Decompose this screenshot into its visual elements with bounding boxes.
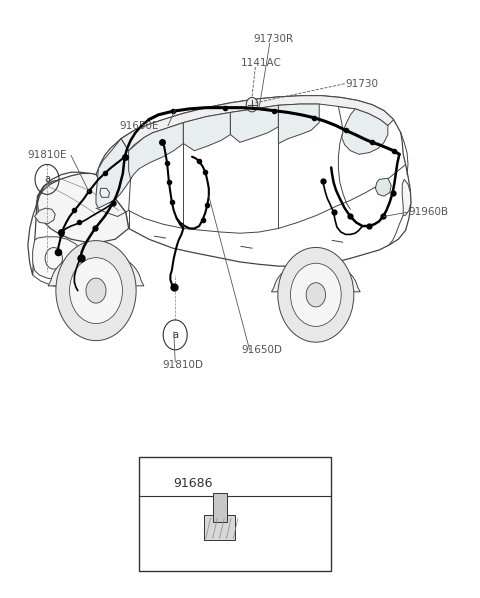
Polygon shape xyxy=(33,237,83,280)
Circle shape xyxy=(86,278,106,303)
Text: 91686: 91686 xyxy=(173,477,212,490)
Text: 91650E: 91650E xyxy=(120,121,159,130)
Polygon shape xyxy=(230,105,278,142)
Polygon shape xyxy=(121,96,394,151)
Polygon shape xyxy=(272,261,360,292)
Circle shape xyxy=(70,258,122,324)
Polygon shape xyxy=(129,123,183,179)
Bar xyxy=(213,493,227,522)
Polygon shape xyxy=(96,139,134,208)
Polygon shape xyxy=(28,96,411,275)
Text: 91730R: 91730R xyxy=(253,34,294,44)
Polygon shape xyxy=(35,208,55,224)
Text: 91810E: 91810E xyxy=(27,151,67,160)
Polygon shape xyxy=(402,179,411,215)
Text: a: a xyxy=(44,175,50,184)
Circle shape xyxy=(306,283,325,307)
Text: 91730: 91730 xyxy=(346,79,379,89)
Polygon shape xyxy=(37,173,129,242)
Text: 1141AC: 1141AC xyxy=(241,58,282,68)
Circle shape xyxy=(246,97,258,112)
Bar xyxy=(139,457,331,571)
Text: a: a xyxy=(172,330,178,340)
Polygon shape xyxy=(100,188,109,197)
Polygon shape xyxy=(342,109,388,154)
Polygon shape xyxy=(48,251,144,286)
Text: a: a xyxy=(156,478,161,488)
Circle shape xyxy=(278,248,354,342)
Text: 91960B: 91960B xyxy=(408,208,448,217)
Circle shape xyxy=(56,240,136,341)
Polygon shape xyxy=(278,104,319,144)
Bar xyxy=(204,515,235,540)
Polygon shape xyxy=(183,112,230,151)
Polygon shape xyxy=(375,178,391,196)
Text: 91650D: 91650D xyxy=(241,345,282,355)
Circle shape xyxy=(290,263,341,327)
Text: 91810D: 91810D xyxy=(162,360,203,370)
